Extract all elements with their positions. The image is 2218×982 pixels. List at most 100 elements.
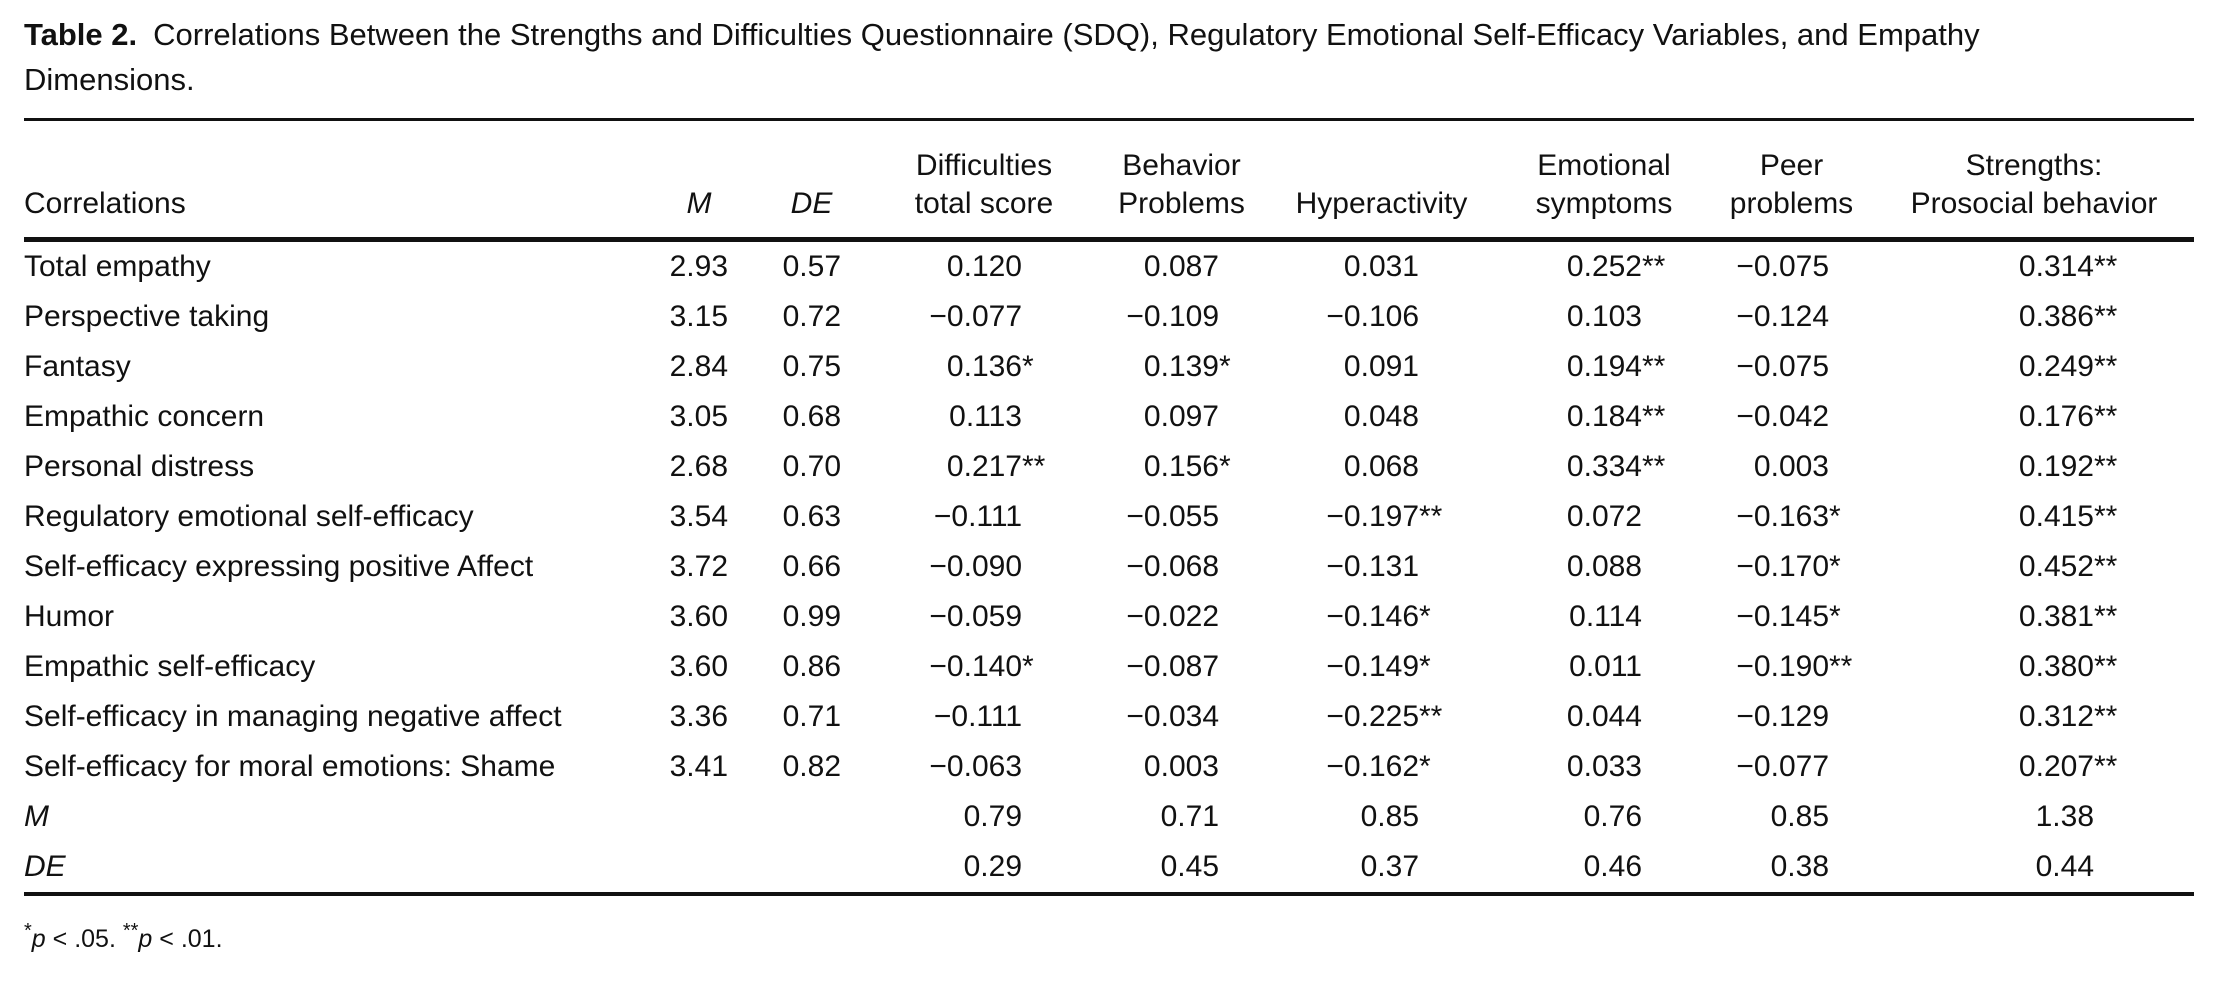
correlation-value: 0.252 — [1566, 250, 1642, 283]
column-header-correlations: Correlations — [24, 119, 644, 242]
row-label: Self-efficacy in managing negative affec… — [24, 700, 562, 733]
table-row: Personal distress 2.68 0.70 0.217** 0.156* 0.… — [24, 442, 2194, 492]
correlation-value: 0.334 — [1566, 450, 1642, 483]
correlation-value: 0.314 — [2018, 250, 2094, 283]
row-label: Empathic self-efficacy — [24, 650, 316, 683]
cell-difficulties-total-score: −0.063 — [929, 750, 1022, 783]
cell-emotional-symptoms: 0.088 — [1566, 550, 1642, 583]
cell-behavior-problems: −0.055 — [1126, 500, 1219, 533]
cell-m: 2.84 — [669, 350, 728, 383]
cell-peer-problems: 0.003 — [1753, 450, 1829, 483]
cell-hyperactivity: 0.37 — [1360, 850, 1419, 883]
table-caption: Table 2. Correlations Between the Strengt… — [24, 12, 2104, 102]
cell-m: 3.54 — [669, 500, 728, 533]
cell-hyperactivity: −0.146* — [1326, 600, 1431, 633]
cell-behavior-problems: 0.45 — [1160, 850, 1219, 883]
cell-strengths-prosocial-behavior: 0.380** — [2018, 650, 2118, 683]
correlation-value: −0.162 — [1326, 750, 1419, 783]
row-label: Regulatory emotional self-efficacy — [24, 500, 474, 533]
cell-emotional-symptoms: 0.334** — [1566, 450, 1666, 483]
column-header-peer-problems: Peer problems — [1709, 119, 1874, 242]
cell-behavior-problems: −0.022 — [1126, 600, 1219, 633]
cell-emotional-symptoms: 0.252** — [1566, 250, 1666, 283]
table-row: Self-efficacy expressing positive Affect… — [24, 542, 2194, 592]
column-header-strengths-prosocial-behavior: Strengths: Prosocial behavior — [1874, 119, 2194, 242]
table-row: Perspective taking 3.15 0.72 −0.077 −0.109 −0… — [24, 292, 2194, 342]
cell-difficulties-total-score: 0.113 — [949, 400, 1022, 433]
cell-difficulties-total-score: 0.120 — [946, 250, 1022, 283]
cell-behavior-problems: 0.087 — [1143, 250, 1219, 283]
cell-behavior-problems: 0.097 — [1143, 400, 1219, 433]
cell-strengths-prosocial-behavior: 0.314** — [2018, 250, 2118, 283]
cell-de: 0.82 — [782, 750, 841, 783]
correlation-value: 0.139 — [1143, 350, 1219, 383]
cell-difficulties-total-score: −0.090 — [929, 550, 1022, 583]
cell-de: 0.68 — [782, 400, 841, 433]
cell-de — [754, 842, 869, 894]
correlations-table: Correlations M DE Difficulties total score B… — [24, 118, 2194, 896]
cell-de: 0.99 — [782, 600, 841, 633]
cell-emotional-symptoms: 0.76 — [1583, 800, 1642, 833]
table-header: Correlations M DE Difficulties total score B… — [24, 119, 2194, 242]
cell-behavior-problems: 0.139* — [1143, 350, 1231, 383]
table-row: Fantasy 2.84 0.75 0.136* 0.139* 0.091 0.194** −… — [24, 342, 2194, 392]
cell-emotional-symptoms: 0.033 — [1566, 750, 1642, 783]
cell-peer-problems: −0.190** — [1736, 650, 1853, 683]
cell-peer-problems: −0.145* — [1736, 600, 1841, 633]
correlation-value: 0.184 — [1566, 400, 1642, 433]
cell-difficulties-total-score: −0.111 — [933, 700, 1022, 733]
cell-hyperactivity: −0.197** — [1326, 500, 1443, 533]
cell-m — [644, 842, 754, 894]
correlation-value: 0.380 — [2018, 650, 2094, 683]
cell-de — [754, 792, 869, 842]
correlation-value: −0.145 — [1736, 600, 1829, 633]
row-label: Personal distress — [24, 450, 255, 483]
cell-de: 0.70 — [782, 450, 841, 483]
table-row: Empathic concern 3.05 0.68 0.113 0.097 0.048 0… — [24, 392, 2194, 442]
correlation-value: 0.176 — [2018, 400, 2094, 433]
correlation-value: −0.225 — [1326, 700, 1419, 733]
cell-strengths-prosocial-behavior: 0.192** — [2018, 450, 2118, 483]
footnote-star-double: ** — [122, 920, 139, 942]
significance-footnote: *p < .05. **p < .01. — [24, 914, 2194, 956]
table-row: Total empathy 2.93 0.57 0.120 0.087 0.031 0.25… — [24, 240, 2194, 293]
row-label: Self-efficacy expressing positive Affect — [24, 550, 534, 583]
cell-de: 0.75 — [782, 350, 841, 383]
paper-page: Table 2. Correlations Between the Strengt… — [24, 12, 2194, 956]
cell-de: 0.72 — [782, 300, 841, 333]
cell-behavior-problems: −0.034 — [1126, 700, 1219, 733]
column-header-difficulties-total-score: Difficulties total score — [869, 119, 1099, 242]
cell-strengths-prosocial-behavior: 0.176** — [2018, 400, 2118, 433]
cell-emotional-symptoms: 0.044 — [1566, 700, 1642, 733]
row-label: Total empathy — [24, 250, 211, 283]
cell-emotional-symptoms: 0.103 — [1566, 300, 1642, 333]
cell-m: 3.36 — [669, 700, 728, 733]
row-label: Self-efficacy for moral emotions: Shame — [24, 750, 556, 783]
cell-hyperactivity: −0.106 — [1326, 300, 1419, 333]
cell-behavior-problems: −0.109 — [1126, 300, 1219, 333]
correlation-value: −0.146 — [1326, 600, 1419, 633]
correlation-value: −0.149 — [1326, 650, 1419, 683]
cell-strengths-prosocial-behavior: 0.207** — [2018, 750, 2118, 783]
cell-m: 3.05 — [669, 400, 728, 433]
cell-emotional-symptoms: 0.114 — [1569, 600, 1642, 633]
cell-strengths-prosocial-behavior: 0.249** — [2018, 350, 2118, 383]
cell-strengths-prosocial-behavior: 0.312** — [2018, 700, 2118, 733]
cell-peer-problems: 0.85 — [1770, 800, 1829, 833]
cell-difficulties-total-score: 0.136* — [946, 350, 1034, 383]
column-header-hyperactivity: Hyperactivity — [1264, 119, 1499, 242]
cell-hyperactivity: 0.85 — [1360, 800, 1419, 833]
cell-m: 3.60 — [669, 650, 728, 683]
cell-hyperactivity: −0.162* — [1326, 750, 1431, 783]
row-label: Empathic concern — [24, 400, 265, 433]
correlation-value: −0.190 — [1736, 650, 1829, 683]
cell-m: 3.15 — [669, 300, 728, 333]
cell-difficulties-total-score: −0.111 — [933, 500, 1022, 533]
cell-emotional-symptoms: 0.184** — [1566, 400, 1666, 433]
row-label: DE — [24, 850, 66, 883]
correlation-value: 0.452 — [2018, 550, 2094, 583]
row-label: Humor — [24, 600, 115, 633]
footnote-star-single: * — [24, 920, 32, 942]
cell-difficulties-total-score: −0.140* — [929, 650, 1034, 683]
cell-hyperactivity: 0.048 — [1343, 400, 1419, 433]
